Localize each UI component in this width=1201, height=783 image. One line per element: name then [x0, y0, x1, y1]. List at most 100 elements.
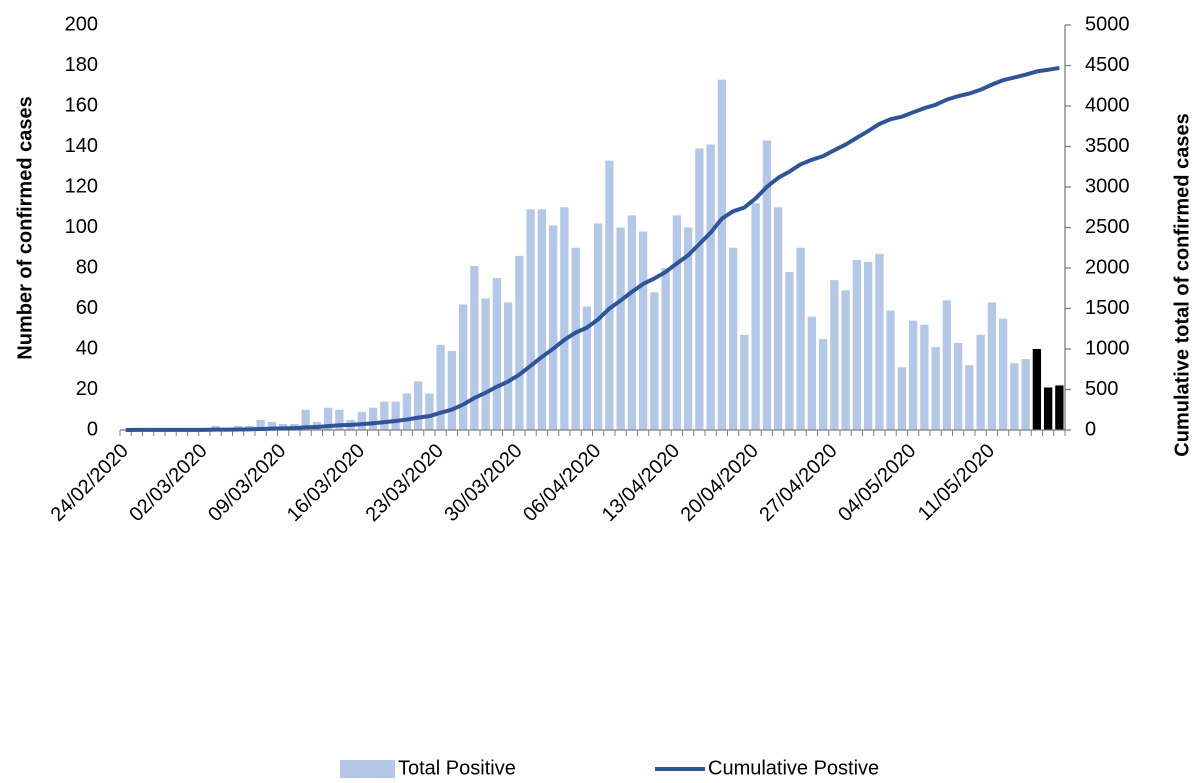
- y-tick-label: 100: [65, 216, 98, 238]
- bar: [841, 290, 850, 430]
- y2-tick-label: 0: [1085, 418, 1096, 440]
- bar: [335, 409, 344, 430]
- bar: [301, 409, 310, 430]
- bar: [458, 304, 468, 430]
- y2-tick-label: 3000: [1085, 175, 1130, 197]
- y2-tick-label: 2500: [1085, 216, 1130, 238]
- bar: [1055, 385, 1064, 430]
- bar: [605, 160, 614, 431]
- bar: [447, 351, 457, 430]
- bar: [661, 268, 670, 430]
- bar: [683, 227, 693, 430]
- bar: [593, 223, 603, 430]
- bar: [413, 381, 423, 430]
- bar: [706, 144, 715, 430]
- y2-tick-label: 2000: [1085, 256, 1130, 278]
- bar: [942, 300, 952, 430]
- bar: [470, 265, 479, 430]
- bar: [1043, 387, 1053, 430]
- bar: [425, 393, 434, 430]
- bar: [380, 401, 389, 430]
- bar: [1021, 359, 1030, 430]
- bar: [773, 207, 783, 430]
- bar: [807, 316, 817, 430]
- x-tick-label: 11/05/2020: [914, 440, 999, 525]
- y2-tick-label: 4500: [1085, 54, 1130, 76]
- y2-tick-label: 1500: [1085, 297, 1130, 319]
- y-tick-label: 80: [76, 256, 98, 278]
- bar: [503, 302, 513, 430]
- bar: [830, 280, 839, 430]
- bar: [886, 310, 895, 430]
- bar: [650, 292, 659, 430]
- bar: [987, 302, 997, 430]
- x-tick-label: 16/03/2020: [283, 440, 369, 526]
- bar: [436, 344, 445, 430]
- bar: [357, 411, 367, 430]
- bar: [526, 209, 535, 430]
- bar: [863, 261, 873, 430]
- bar: [695, 148, 704, 430]
- y-tick-label: 120: [65, 175, 98, 197]
- bar: [616, 227, 625, 430]
- bar: [796, 247, 805, 430]
- bar: [1032, 349, 1042, 430]
- x-tick-label: 30/03/2020: [440, 440, 526, 526]
- x-tick-label: 27/04/2020: [755, 440, 841, 526]
- x-tick-label: 23/03/2020: [362, 440, 448, 526]
- bar: [762, 140, 772, 431]
- bar: [672, 215, 682, 430]
- bar: [368, 407, 378, 430]
- bar: [785, 272, 794, 430]
- y-tick-label: 200: [65, 13, 98, 35]
- y-tick-label: 20: [76, 378, 98, 400]
- x-tick-label: 02/03/2020: [125, 440, 211, 526]
- bar: [267, 421, 277, 430]
- bar: [717, 79, 727, 431]
- x-tick-label: 13/04/2020: [598, 440, 684, 526]
- y2-tick-label: 4000: [1085, 94, 1130, 116]
- bar: [976, 334, 985, 430]
- y-tick-label: 180: [65, 54, 98, 76]
- legend-label: Cumulative Postive: [708, 757, 879, 779]
- x-tick-label: 20/04/2020: [677, 440, 763, 526]
- bar: [908, 320, 918, 430]
- y-tick-label: 140: [65, 135, 98, 157]
- bar: [638, 231, 648, 430]
- y-tick-label: 160: [65, 94, 98, 116]
- bar: [582, 306, 592, 430]
- bar: [897, 367, 907, 430]
- x-tick-label: 24/02/2020: [47, 440, 133, 526]
- line: [125, 65, 1060, 432]
- bar: [728, 247, 738, 430]
- legend-swatch: [340, 760, 395, 778]
- bar: [920, 324, 929, 430]
- bar: [548, 225, 558, 430]
- x-tick-label: 09/03/2020: [204, 440, 290, 526]
- y-tick-label: 40: [76, 337, 98, 359]
- bar: [537, 209, 547, 430]
- bar: [391, 401, 400, 430]
- y-tick-label: 60: [76, 297, 98, 319]
- bar: [965, 365, 974, 430]
- bar: [931, 346, 940, 430]
- bar: [740, 334, 749, 430]
- bar: [627, 215, 637, 430]
- y2-tick-label: 3500: [1085, 135, 1130, 157]
- bar: [256, 419, 265, 430]
- y-tick-label: 0: [87, 418, 98, 440]
- y2-tick-label: 5000: [1085, 13, 1130, 35]
- bar: [953, 342, 963, 430]
- bar: [481, 298, 490, 430]
- bar: [323, 407, 333, 430]
- y2-axis-title: Cumulative total of confirmed cases: [1171, 113, 1193, 456]
- bar: [560, 207, 569, 430]
- bar: [852, 259, 862, 430]
- bar: [875, 253, 884, 430]
- bar: [818, 338, 828, 430]
- y-axis-title: Number of confirmed cases: [14, 96, 36, 359]
- bar: [402, 393, 412, 430]
- x-tick-label: 04/05/2020: [834, 440, 920, 526]
- bar: [515, 255, 524, 430]
